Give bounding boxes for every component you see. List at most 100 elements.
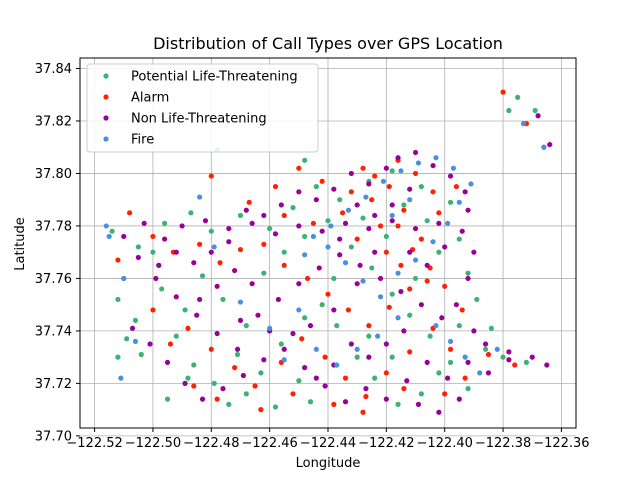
data-point [194,312,200,318]
data-point [237,246,244,253]
data-point [383,341,389,347]
data-point [412,170,419,177]
data-point [331,307,337,313]
data-point [348,170,354,177]
data-point [331,275,337,282]
data-point [249,220,255,226]
data-point [249,281,255,287]
data-point [450,165,457,171]
data-point [363,386,369,392]
data-point [366,333,372,339]
data-point [319,178,325,184]
data-point [211,244,217,250]
data-point [162,236,168,242]
data-point [188,210,194,216]
x-tick-label: −122.50 [125,436,181,451]
data-point [217,260,223,266]
data-point [389,168,395,174]
data-point [310,220,317,226]
data-point [237,212,244,219]
data-point [118,375,124,381]
data-point [337,252,343,258]
data-point [281,346,287,352]
data-point [424,359,430,365]
series-3 [103,121,547,381]
data-point [424,218,430,224]
data-point [337,236,343,242]
data-point [386,183,392,190]
data-point [214,283,220,289]
data-point [442,244,448,250]
data-point [322,354,328,360]
data-point [258,370,264,376]
data-point [401,386,407,392]
data-point [237,299,244,305]
data-point [109,228,115,234]
data-point [456,199,462,205]
data-point [255,312,261,318]
data-point [436,409,442,415]
data-point [319,228,325,234]
data-point [127,210,133,216]
data-point [488,325,494,331]
data-point [208,346,214,352]
data-point [348,189,354,195]
data-point [357,262,363,268]
data-point [433,323,439,329]
legend-marker [103,94,109,100]
data-point [430,162,436,169]
y-tick-label: 37.82 [35,114,72,129]
data-point [377,294,384,300]
chart-title: Distribution of Call Types over GPS Loca… [153,34,503,53]
data-point [369,265,375,271]
data-point [237,317,244,324]
data-point [153,275,159,282]
data-point [307,399,314,405]
data-point [150,307,156,313]
data-point [363,194,369,200]
data-point [185,375,191,381]
data-point [313,346,319,352]
x-tick-label: −122.44 [300,436,356,451]
data-point [366,354,372,360]
data-point [418,302,424,308]
data-point [138,351,144,358]
data-point [389,218,395,224]
data-point [401,207,407,213]
data-point [398,288,404,295]
y-tick-label: 37.76 [35,272,72,287]
data-point [214,396,220,402]
data-point [544,362,550,368]
data-point [415,160,422,166]
data-point [342,220,349,226]
data-point [261,357,267,363]
data-point [197,241,203,247]
data-point [418,236,424,242]
data-point [366,323,372,329]
data-point [325,244,331,250]
data-point [395,315,401,321]
data-point [243,391,249,397]
data-point [412,257,419,263]
x-tick-label: −122.42 [358,436,414,451]
data-point [240,372,246,379]
data-point [366,181,372,187]
data-point [369,197,375,203]
data-point [520,121,527,127]
data-point [523,359,530,365]
data-point [220,386,226,392]
data-point [485,370,492,376]
data-point [462,189,468,195]
data-point [162,220,168,226]
x-tick-label: −122.48 [183,436,239,451]
data-point [377,275,384,282]
data-point [278,202,284,208]
data-point [199,273,206,279]
data-point [395,155,401,161]
data-point [299,336,305,342]
data-point [412,225,419,232]
data-point [433,155,439,161]
data-point [354,236,360,242]
data-point [494,346,500,352]
data-point [407,186,413,192]
